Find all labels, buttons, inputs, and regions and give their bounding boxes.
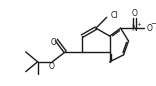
Text: −: − (150, 21, 156, 27)
Text: Cl: Cl (111, 11, 118, 20)
Text: O: O (146, 24, 152, 33)
Text: +: + (136, 22, 141, 27)
Text: O: O (49, 62, 54, 71)
Text: N: N (132, 24, 137, 33)
Text: O: O (132, 9, 137, 18)
Text: O: O (50, 37, 56, 47)
